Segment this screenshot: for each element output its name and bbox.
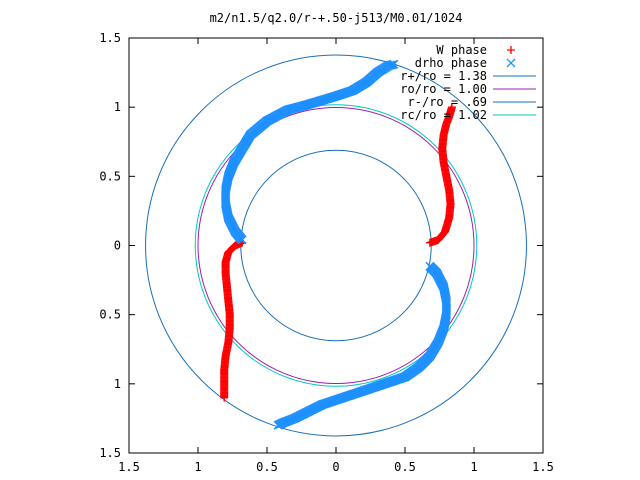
circle-ro-ro-1-00 xyxy=(197,107,475,384)
plot-frame xyxy=(128,37,544,454)
chart-title: m2/n1.5/q2.0/r-+.50-j513/M0.01/1024 xyxy=(210,11,463,25)
legend-marker-cross xyxy=(506,58,516,68)
drho-phase-marker xyxy=(389,59,399,69)
reference-circles xyxy=(145,54,527,437)
w-phase-marker xyxy=(220,393,229,402)
x-tick-label: 1.5 xyxy=(118,460,140,474)
circle-rc-ro-1-02 xyxy=(194,104,478,387)
x-tick-label: 0 xyxy=(332,460,339,474)
x-tick-label: 1 xyxy=(470,460,477,474)
x-tick-label: 1.5 xyxy=(532,460,554,474)
y-tick-label: 1 xyxy=(114,377,121,391)
y-tick-label: 0.5 xyxy=(99,169,121,183)
circle-r-ro-69 xyxy=(240,149,432,342)
x-tick-label: 0.5 xyxy=(256,460,278,474)
legend-label: W phase xyxy=(436,43,487,57)
legend-label: drho phase xyxy=(415,56,487,70)
legend-label: ro/ro = 1.00 xyxy=(400,82,487,96)
legend-label: r+/ro = 1.38 xyxy=(400,69,487,83)
legend-marker-plus xyxy=(507,46,515,54)
legend-label: rc/ro = 1.02 xyxy=(400,108,487,122)
w-phase-marker xyxy=(447,103,456,112)
phase-markers xyxy=(220,59,456,430)
y-tick-label: 1.5 xyxy=(99,446,121,460)
legend-label: r-/ro = .69 xyxy=(408,95,487,109)
circle-r-ro-1-38 xyxy=(145,54,527,437)
y-tick-label: 0.5 xyxy=(99,308,121,322)
drho-phase-marker xyxy=(273,420,283,430)
y-tick-label: 1.5 xyxy=(99,31,121,45)
x-tick-label: 1 xyxy=(194,460,201,474)
x-tick-label: 0.5 xyxy=(394,460,416,474)
y-tick-label: 1 xyxy=(114,100,121,114)
y-tick-label: 0 xyxy=(114,239,121,253)
